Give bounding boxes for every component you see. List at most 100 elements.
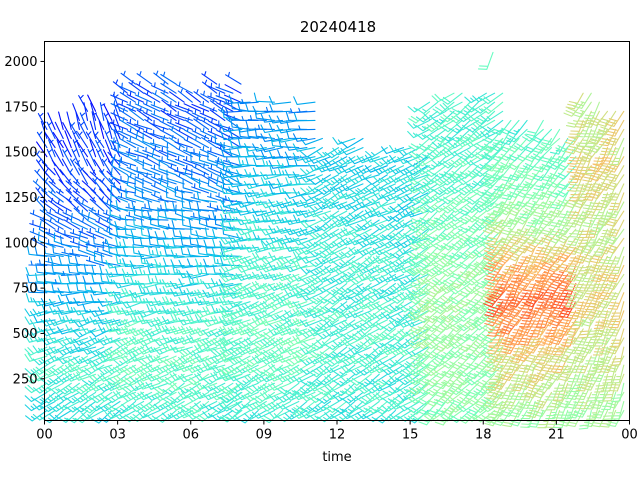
wind-barb xyxy=(440,128,463,142)
wind-barb xyxy=(381,273,405,283)
wind-barb xyxy=(356,155,380,164)
wind-barb xyxy=(432,237,455,251)
wind-barb xyxy=(129,306,153,316)
wind-barb xyxy=(227,409,251,421)
wind-barb xyxy=(252,197,275,206)
wind-barb xyxy=(125,148,145,158)
wind-barb xyxy=(495,328,512,347)
wind-barb xyxy=(227,326,251,336)
wind-barb xyxy=(44,132,56,149)
wind-barb xyxy=(542,337,561,355)
wind-barb xyxy=(172,264,193,276)
wind-barb xyxy=(481,391,504,405)
wind-barb xyxy=(150,164,169,176)
wind-barb xyxy=(588,183,609,200)
wind-barb xyxy=(114,220,137,230)
wind-barb xyxy=(32,372,56,382)
wind-barb xyxy=(299,319,323,328)
wind-barb xyxy=(56,326,80,335)
wind-barb xyxy=(423,255,447,267)
wind-barb xyxy=(324,355,348,367)
wind-barb xyxy=(541,165,561,182)
wind-barb xyxy=(116,214,137,221)
wind-barb xyxy=(501,382,520,400)
wind-barb xyxy=(227,337,251,347)
wind-barb xyxy=(69,228,89,239)
wind-barb xyxy=(161,342,185,352)
wind-barb xyxy=(121,287,145,297)
wind-barb xyxy=(308,346,332,359)
wind-barb xyxy=(134,100,153,112)
wind-barb xyxy=(97,400,121,412)
wind-barb xyxy=(466,355,487,371)
wind-barb xyxy=(135,80,153,94)
wind-barb xyxy=(547,228,569,244)
wind-barb xyxy=(200,90,218,103)
wind-barb xyxy=(449,101,471,116)
wind-barb xyxy=(268,391,292,402)
wind-barb xyxy=(582,201,600,219)
wind-barb xyxy=(407,310,431,321)
wind-barb xyxy=(95,112,105,130)
wind-barb xyxy=(332,273,356,285)
wind-barb xyxy=(284,289,308,298)
wind-barb xyxy=(64,130,72,149)
wind-barb xyxy=(160,107,177,121)
x-tick-label: 09 xyxy=(256,428,273,443)
wind-barb xyxy=(252,328,275,339)
wind-barb xyxy=(527,328,544,347)
wind-barb xyxy=(227,197,251,206)
wind-barb xyxy=(69,122,80,140)
wind-barb xyxy=(357,400,380,413)
wind-barb xyxy=(332,192,356,200)
wind-barb xyxy=(276,400,300,410)
wind-barb xyxy=(365,228,388,240)
wind-barb xyxy=(486,400,504,419)
wind-barb xyxy=(129,346,153,357)
wind-barb xyxy=(564,292,584,309)
wind-barb xyxy=(292,143,316,152)
wind-barb xyxy=(122,238,145,248)
wind-barb xyxy=(575,201,592,220)
wind-barb xyxy=(381,337,405,350)
wind-barb xyxy=(308,163,332,172)
wind-barb xyxy=(324,147,348,159)
wind-barb xyxy=(509,192,528,210)
wind-barb xyxy=(268,252,292,261)
wind-barb xyxy=(584,273,600,292)
wind-barb xyxy=(268,225,292,234)
wind-barb xyxy=(493,210,512,228)
wind-barb xyxy=(340,156,364,165)
wind-barb xyxy=(81,355,105,365)
wind-barb xyxy=(509,346,528,364)
wind-barb xyxy=(349,337,372,351)
wind-barb xyxy=(268,409,292,419)
wind-barb xyxy=(580,237,600,254)
wind-barb xyxy=(408,292,431,305)
wind-barb xyxy=(32,400,56,411)
wind-barb xyxy=(423,301,447,313)
wind-barb xyxy=(609,255,625,274)
wind-barb xyxy=(508,355,528,372)
wind-barb xyxy=(56,355,80,365)
wind-barb xyxy=(32,345,56,354)
wind-barb xyxy=(228,221,251,231)
wind-barb xyxy=(299,199,323,208)
wind-barb xyxy=(48,335,72,344)
wind-barb xyxy=(316,164,340,173)
wind-barb xyxy=(60,270,80,277)
wind-barb xyxy=(549,328,569,345)
wind-barb xyxy=(48,197,64,212)
wind-barb xyxy=(125,211,145,221)
wind-barb xyxy=(121,337,145,347)
wind-barb xyxy=(533,201,553,218)
wind-barb xyxy=(599,137,617,156)
wind-barb xyxy=(574,337,592,355)
wind-barb xyxy=(340,183,364,192)
wind-barb xyxy=(163,246,185,257)
wind-barb xyxy=(178,382,201,394)
wind-barb xyxy=(316,355,340,366)
wind-barb xyxy=(494,292,512,310)
wind-barb xyxy=(591,355,609,374)
wind-barb xyxy=(104,139,113,158)
